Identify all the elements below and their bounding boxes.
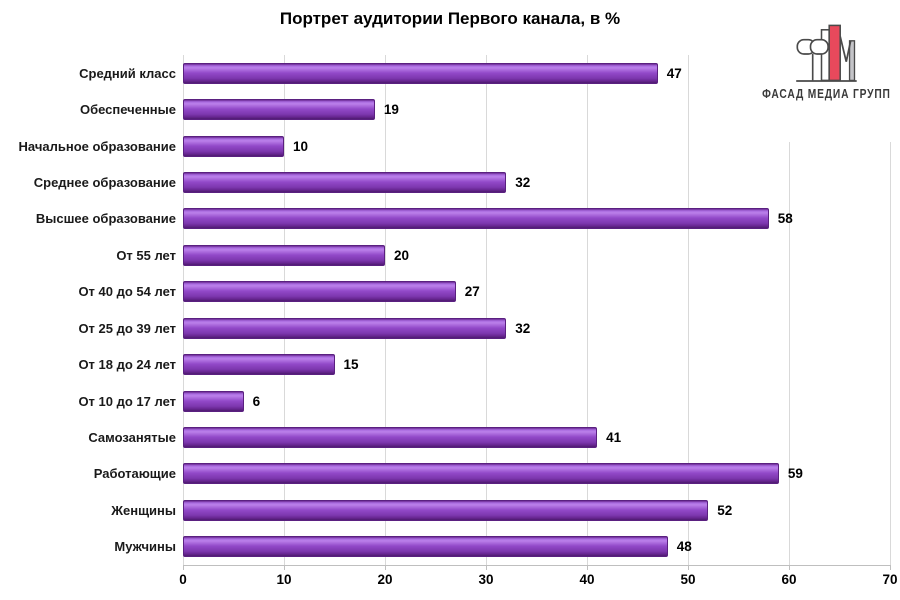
- category-axis: Средний класс Обеспеченные Начальное образ…: [0, 55, 176, 565]
- gridline: [789, 55, 790, 565]
- category-label: От 25 до 39 лет: [78, 320, 176, 336]
- gridline: [385, 55, 386, 565]
- x-tick-label: 60: [781, 572, 797, 587]
- x-tick-label: 30: [478, 572, 494, 587]
- bar: [183, 536, 668, 558]
- x-tick-mark: [789, 566, 790, 570]
- bar: [183, 463, 779, 485]
- bar: [183, 426, 598, 448]
- value-label: 47: [666, 65, 682, 81]
- bar: [183, 354, 335, 376]
- value-label: 19: [383, 102, 399, 118]
- x-tick-label: 10: [276, 572, 292, 587]
- category-label: От 18 до 24 лет: [78, 357, 176, 373]
- bar: [183, 99, 375, 121]
- value-label: 58: [777, 211, 793, 227]
- bar: [183, 62, 658, 84]
- x-tick-mark: [587, 566, 588, 570]
- bar: [183, 171, 507, 193]
- category-label: Высшее образование: [35, 211, 176, 227]
- category-label: Среднее образование: [33, 174, 176, 190]
- bar: [183, 317, 507, 339]
- x-tick-label: 40: [579, 572, 595, 587]
- fmg-logo-icon: [795, 24, 857, 82]
- bar-row: 32: [183, 310, 890, 346]
- bar: [183, 244, 385, 266]
- bar-row: 48: [183, 528, 890, 564]
- value-label: 59: [787, 466, 803, 482]
- value-label: 20: [394, 247, 410, 263]
- bar-row: 20: [183, 237, 890, 273]
- category-label: Мужчины: [114, 539, 176, 555]
- company-logo: ФАСАД МЕДИА ГРУПП: [753, 22, 900, 142]
- bar-row: 6: [183, 383, 890, 419]
- value-label: 6: [252, 393, 261, 409]
- gridline: [890, 55, 891, 565]
- bar: [183, 390, 244, 412]
- bar-row: 15: [183, 346, 890, 382]
- gridline: [486, 55, 487, 565]
- bar-row: 41: [183, 419, 890, 455]
- bar-row: 10: [183, 128, 890, 164]
- x-tick-mark: [385, 566, 386, 570]
- bar: [183, 281, 456, 303]
- value-label: 15: [343, 357, 359, 373]
- category-label: От 55 лет: [116, 247, 176, 263]
- category-label: Средний класс: [79, 65, 176, 81]
- plot-area: 47 19 10 32 58 20 27 32 15 6 41 59 52 48: [183, 55, 891, 565]
- category-label: От 40 до 54 лет: [78, 284, 176, 300]
- logo-text: ФАСАД МЕДИА ГРУПП: [762, 87, 891, 101]
- value-label: 32: [515, 174, 531, 190]
- category-label: Работающие: [93, 466, 176, 482]
- gridline: [587, 55, 588, 565]
- bar-row: 32: [183, 164, 890, 200]
- chart-title: Портрет аудитории Первого канала, в %: [279, 9, 621, 28]
- x-axis-line: [183, 565, 891, 566]
- value-label: 27: [464, 284, 480, 300]
- x-tick-mark: [284, 566, 285, 570]
- gridline: [284, 55, 285, 565]
- category-label: Женщины: [111, 502, 176, 518]
- category-label: Самозанятые: [88, 429, 176, 445]
- gridline: [183, 55, 184, 565]
- category-label: От 10 до 17 лет: [78, 393, 176, 409]
- value-label: 10: [293, 138, 309, 154]
- bar-row: 52: [183, 492, 890, 528]
- bar-row: 47: [183, 55, 890, 91]
- gridline: [688, 55, 689, 565]
- bar-row: 58: [183, 201, 890, 237]
- value-label: 32: [515, 320, 531, 336]
- x-tick-label: 20: [377, 572, 393, 587]
- bar: [183, 208, 769, 230]
- bar-row: 59: [183, 456, 890, 492]
- category-label: Обеспеченные: [79, 102, 176, 118]
- x-tick-mark: [688, 566, 689, 570]
- value-label: 41: [606, 429, 622, 445]
- value-label: 52: [717, 502, 733, 518]
- bar-row: 27: [183, 274, 890, 310]
- x-tick-label: 0: [179, 572, 187, 587]
- bar: [183, 499, 709, 521]
- bar-row: 19: [183, 91, 890, 127]
- x-tick-label: 70: [882, 572, 898, 587]
- x-tick-mark: [183, 566, 184, 570]
- x-tick-mark: [486, 566, 487, 570]
- category-label: Начальное образование: [18, 138, 176, 154]
- value-label: 48: [676, 539, 692, 555]
- x-tick-label: 50: [680, 572, 696, 587]
- x-tick-mark: [890, 566, 891, 570]
- bar: [183, 135, 284, 157]
